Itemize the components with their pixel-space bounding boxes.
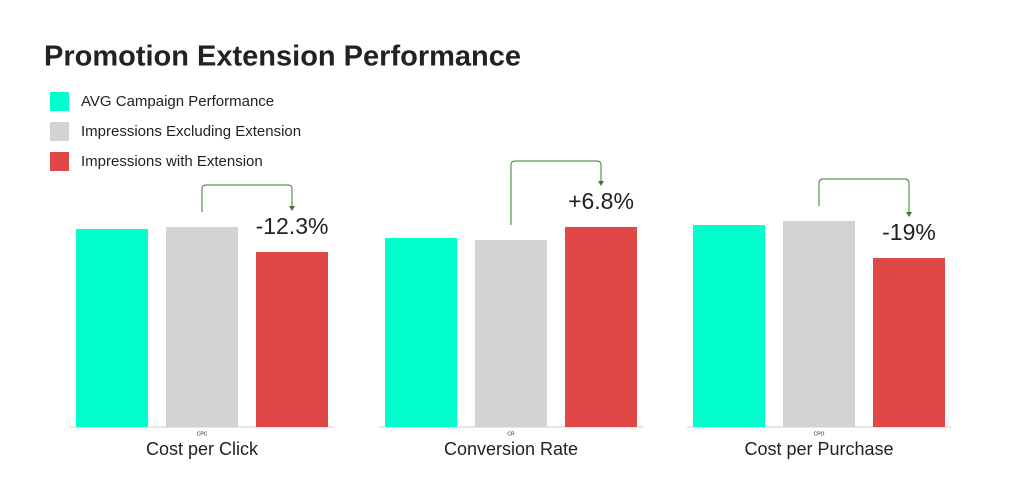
legend-label: AVG Campaign Performance bbox=[81, 93, 274, 110]
bracket-arrow bbox=[510, 160, 602, 225]
metric-label: CPC bbox=[197, 431, 208, 437]
legend-swatch bbox=[50, 92, 69, 111]
x-axis-label: Conversion Rate bbox=[444, 439, 578, 459]
bracket-arrow bbox=[818, 178, 910, 216]
change-annotation: -12.3% bbox=[256, 213, 329, 239]
arrow-head bbox=[906, 212, 912, 217]
legend-swatch bbox=[50, 122, 69, 141]
bar bbox=[76, 229, 148, 427]
arrow-head bbox=[598, 181, 604, 186]
bar bbox=[565, 227, 637, 427]
metric-label: CR bbox=[507, 431, 515, 437]
bar bbox=[783, 221, 855, 427]
bracket-arrow bbox=[201, 184, 293, 212]
bar bbox=[873, 258, 945, 427]
bar bbox=[693, 225, 765, 427]
arrow-head bbox=[289, 206, 295, 211]
bar bbox=[166, 227, 238, 427]
bar bbox=[385, 238, 457, 427]
x-axis-label: Cost per Click bbox=[146, 439, 259, 459]
chart-title: Promotion Extension Performance bbox=[44, 41, 521, 73]
metric-label: CPO bbox=[814, 431, 825, 437]
change-annotation: -19% bbox=[882, 219, 936, 245]
change-annotation: +6.8% bbox=[568, 188, 634, 214]
legend-label: Impressions with Extension bbox=[81, 153, 263, 170]
x-axis-label: Cost per Purchase bbox=[744, 439, 893, 459]
legend-label: Impressions Excluding Extension bbox=[81, 123, 301, 140]
bar bbox=[256, 252, 328, 427]
legend-swatch bbox=[50, 152, 69, 171]
bar bbox=[475, 240, 547, 427]
